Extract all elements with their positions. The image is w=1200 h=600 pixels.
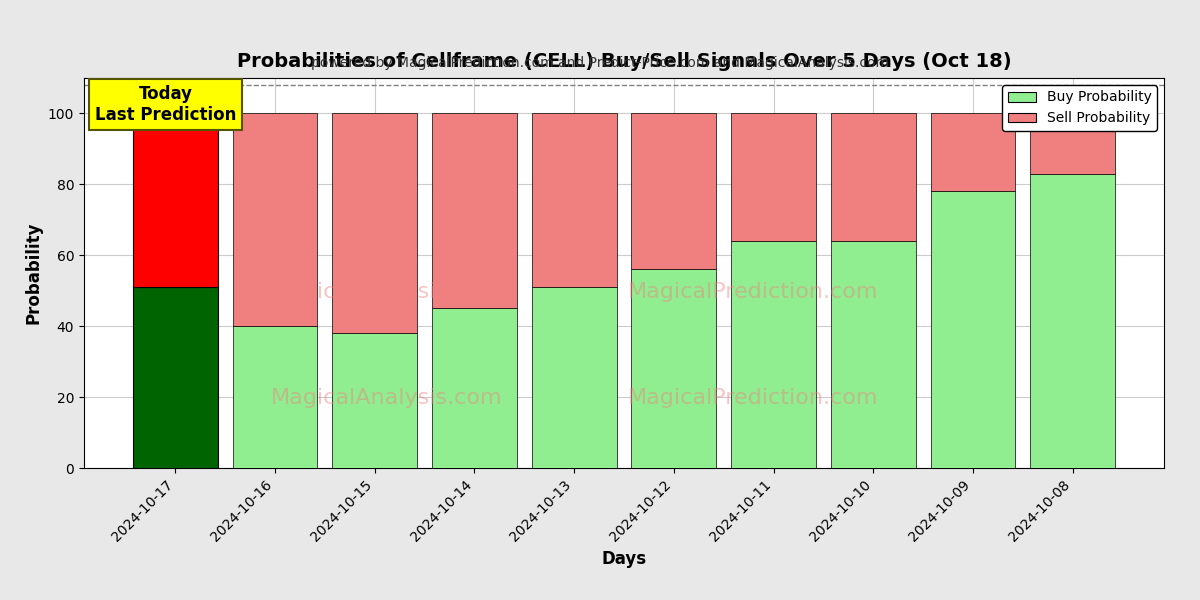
Bar <box>432 113 517 308</box>
Legend: Buy Probability, Sell Probability: Buy Probability, Sell Probability <box>1002 85 1157 131</box>
Bar <box>631 269 716 468</box>
Text: MagicalPrediction.com: MagicalPrediction.com <box>629 388 878 408</box>
Title: Probabilities of Cellframe (CELL) Buy/Sell Signals Over 5 Days (Oct 18): Probabilities of Cellframe (CELL) Buy/Se… <box>236 52 1012 71</box>
Bar <box>930 113 1015 191</box>
Bar <box>133 113 218 287</box>
Bar <box>1030 113 1115 174</box>
Bar <box>233 113 318 326</box>
Bar <box>1030 174 1115 468</box>
Text: powered by MagicalPrediction.com and Predict-Price.com and MagicalAnalysis.com: powered by MagicalPrediction.com and Pre… <box>311 56 889 70</box>
Bar <box>830 241 916 468</box>
Bar <box>532 287 617 468</box>
Bar <box>332 113 418 333</box>
Bar <box>133 287 218 468</box>
Bar <box>930 191 1015 468</box>
Bar <box>731 113 816 241</box>
Bar <box>532 113 617 287</box>
Bar <box>233 326 318 468</box>
Text: Today
Last Prediction: Today Last Prediction <box>95 85 236 124</box>
Text: MagicalAnalysis.com: MagicalAnalysis.com <box>270 388 503 408</box>
Y-axis label: Probability: Probability <box>24 222 42 324</box>
Bar <box>432 308 517 468</box>
Text: MagicalPrediction.com: MagicalPrediction.com <box>629 283 878 302</box>
Bar <box>631 113 716 269</box>
Bar <box>830 113 916 241</box>
Bar <box>332 333 418 468</box>
Text: MagicalAnalysis.com: MagicalAnalysis.com <box>270 283 503 302</box>
X-axis label: Days: Days <box>601 550 647 568</box>
Bar <box>731 241 816 468</box>
